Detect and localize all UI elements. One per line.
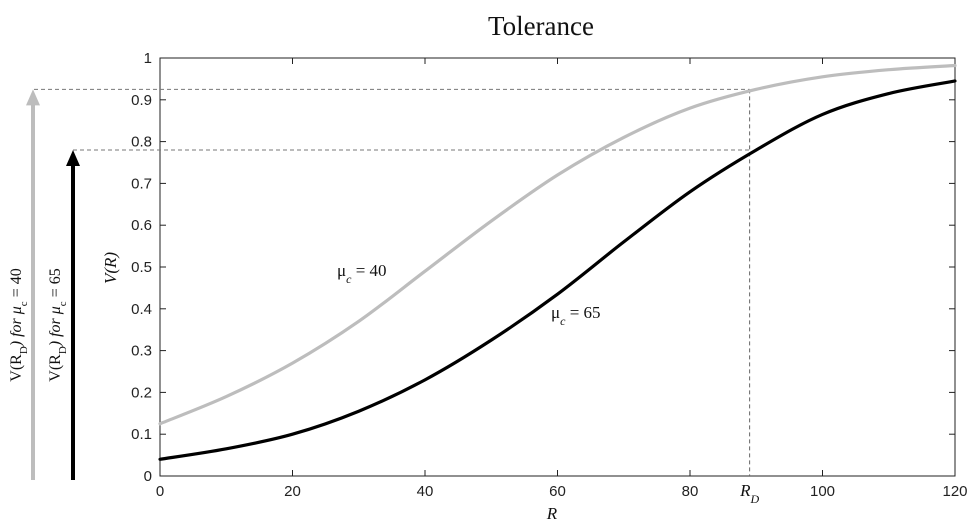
y-tick-label: 0.9 (131, 92, 152, 109)
side-arrow-label-mu40: V(RD) for μc = 40 (8, 268, 30, 381)
x-tick-label: 0 (156, 483, 164, 500)
y-tick-label: 0.2 (131, 384, 152, 401)
side-arrow-head-mu40 (26, 89, 40, 106)
curve-mu40 (158, 63, 957, 426)
y-tick-label: 0.1 (131, 426, 152, 443)
y-tick-label: 0.8 (131, 134, 152, 151)
x-tick-label: 100 (810, 483, 835, 500)
rd-tick-label: RD (739, 481, 759, 506)
x-tick-label: 80 (682, 483, 699, 500)
y-tick-label: 0.3 (131, 343, 152, 360)
x-tick-label: 60 (549, 483, 566, 500)
side-arrow-label-mu65: V(RD) for μc = 65 (47, 268, 69, 381)
y-tick-label: 0.4 (131, 301, 152, 318)
curve-label-mu65: μc = 65 (551, 303, 601, 328)
y-tick-label: 0 (144, 468, 152, 485)
y-tick-label: 0.6 (131, 217, 152, 234)
curve-label-mu40: μc = 40 (337, 261, 387, 286)
x-tick-label: 40 (417, 483, 434, 500)
side-arrow-head-mu65 (66, 149, 80, 166)
x-tick-label: 20 (284, 483, 301, 500)
chart-title: Tolerance (488, 11, 594, 41)
y-tick-label: 0.5 (131, 259, 152, 276)
x-axis-label: R (546, 504, 558, 522)
y-tick-label: 1 (144, 50, 152, 67)
curve-mu65 (158, 79, 957, 461)
y-axis-label: V(R) (101, 252, 120, 284)
y-tick-label: 0.7 (131, 175, 152, 192)
x-tick-label: 120 (942, 483, 967, 500)
plot-frame (159, 57, 956, 477)
